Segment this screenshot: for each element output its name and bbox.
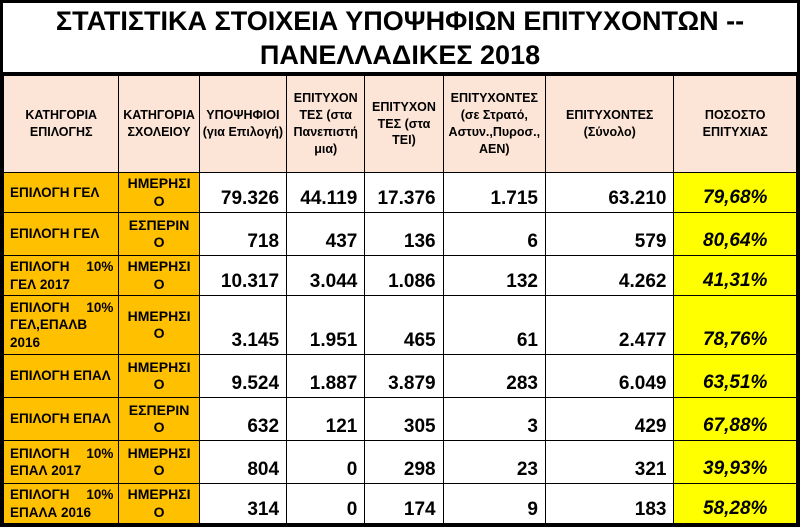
value-cell: 17.376 bbox=[364, 172, 444, 213]
value-cell: 3 bbox=[442, 397, 546, 442]
table-row: ΕΠΙΛΟΓΗ 10% ΓΕΛ,ΕΠΑΛΒ 2016 ΗΜΕΡΗΣΙΟ 3.14… bbox=[2, 295, 797, 356]
rate-cell: 41,31% bbox=[673, 254, 797, 297]
school-cell: ΗΜΕΡΗΣΙΟ bbox=[118, 483, 200, 525]
value-cell: 6.049 bbox=[544, 354, 675, 399]
rate-cell: 80,64% bbox=[673, 212, 797, 256]
school-cell: ΕΣΠΕΡΙΝΟ bbox=[118, 212, 200, 256]
value-cell: 437 bbox=[286, 212, 366, 256]
value-cell: 0 bbox=[286, 483, 366, 525]
category-cell: ΕΠΙΛΟΓΗ 10% ΕΠΑΛΑ 2016 bbox=[2, 483, 120, 525]
value-cell: 0 bbox=[286, 440, 366, 485]
value-cell: 321 bbox=[544, 440, 675, 485]
value-cell: 283 bbox=[442, 354, 546, 399]
value-cell: 718 bbox=[198, 212, 288, 256]
value-cell: 132 bbox=[442, 254, 546, 297]
value-cell: 298 bbox=[364, 440, 444, 485]
column-header-candidates: ΥΠΟΨΗΦΙΟΙ (για Επιλογή) bbox=[198, 75, 288, 173]
table-row: ΕΠΙΛΟΓΗ ΕΠΑΛ ΗΜΕΡΗΣΙΟ 9.524 1.887 3.879 … bbox=[2, 354, 797, 399]
value-cell: 579 bbox=[544, 212, 675, 256]
value-cell: 9.524 bbox=[198, 354, 288, 399]
value-cell: 3.044 bbox=[286, 254, 366, 297]
category-cell: ΕΠΙΛΟΓΗ ΓΕΛ bbox=[2, 212, 120, 256]
table-row: ΕΠΙΛΟΓΗ ΕΠΑΛ ΕΣΠΕΡΙΝΟ 632 121 305 3 429 … bbox=[2, 397, 797, 442]
value-cell: 121 bbox=[286, 397, 366, 442]
category-cell: ΕΠΙΛΟΓΗ ΓΕΛ bbox=[2, 172, 120, 213]
column-header-university: ΕΠΙΤΥΧΟΝΤΕΣ (στα Πανεπιστήμια) bbox=[286, 75, 366, 173]
rate-cell: 79,68% bbox=[673, 172, 797, 213]
value-cell: 23 bbox=[442, 440, 546, 485]
rate-cell: 67,88% bbox=[673, 397, 797, 442]
school-cell: ΕΣΠΕΡΙΝΟ bbox=[118, 397, 200, 442]
school-cell: ΗΜΕΡΗΣΙΟ bbox=[118, 440, 200, 485]
value-cell: 632 bbox=[198, 397, 288, 442]
value-cell: 79.326 bbox=[198, 172, 288, 213]
value-cell: 465 bbox=[364, 295, 444, 356]
value-cell: 183 bbox=[544, 483, 675, 525]
value-cell: 1.086 bbox=[364, 254, 444, 297]
value-cell: 314 bbox=[198, 483, 288, 525]
column-header-success-rate: ΠΟΣΟΣΤΟ ΕΠΙΤΥΧΙΑΣ bbox=[673, 75, 797, 173]
column-header-tei: ΕΠΙΤΥΧΟΝΤΕΣ (στα ΤΕΙ) bbox=[364, 75, 444, 173]
value-cell: 44.119 bbox=[286, 172, 366, 213]
school-cell: ΗΜΕΡΗΣΙΟ bbox=[118, 172, 200, 213]
table-row: ΕΠΙΛΟΓΗ ΓΕΛ ΗΜΕΡΗΣΙΟ 79.326 44.119 17.37… bbox=[2, 172, 797, 213]
rate-cell: 58,28% bbox=[673, 483, 797, 525]
value-cell: 1.887 bbox=[286, 354, 366, 399]
column-header-military: ΕΠΙΤΥΧΟΝΤΕΣ (σε Στρατό, Αστυν.,Πυροσ., Α… bbox=[442, 75, 546, 173]
value-cell: 4.262 bbox=[544, 254, 675, 297]
header-row: ΚΑΤΗΓΟΡΙΑ ΕΠΙΛΟΓΗΣ ΚΑΤΗΓΟΡΙΑ ΣΧΟΛΕΙΟΥ ΥΠ… bbox=[2, 75, 797, 173]
value-cell: 1.715 bbox=[442, 172, 546, 213]
school-cell: ΗΜΕΡΗΣΙΟ bbox=[118, 295, 200, 356]
value-cell: 429 bbox=[544, 397, 675, 442]
value-cell: 136 bbox=[364, 212, 444, 256]
value-cell: 2.477 bbox=[544, 295, 675, 356]
category-cell: ΕΠΙΛΟΓΗ ΕΠΑΛ bbox=[2, 354, 120, 399]
value-cell: 3.879 bbox=[364, 354, 444, 399]
rate-cell: 63,51% bbox=[673, 354, 797, 399]
column-header-total: ΕΠΙΤΥΧΟΝΤΕΣ (Σύνολο) bbox=[544, 75, 675, 173]
column-header-category: ΚΑΤΗΓΟΡΙΑ ΕΠΙΛΟΓΗΣ bbox=[2, 75, 120, 173]
rate-cell: 39,93% bbox=[673, 440, 797, 485]
school-cell: ΗΜΕΡΗΣΙΟ bbox=[118, 254, 200, 297]
table-row: ΕΠΙΛΟΓΗ 10% ΕΠΑΛΑ 2016 ΗΜΕΡΗΣΙΟ 314 0 17… bbox=[2, 483, 797, 525]
value-cell: 174 bbox=[364, 483, 444, 525]
category-cell: ΕΠΙΛΟΓΗ 10% ΕΠΑΛ 2017 bbox=[2, 440, 120, 485]
value-cell: 6 bbox=[442, 212, 546, 256]
rate-cell: 78,76% bbox=[673, 295, 797, 356]
category-cell: ΕΠΙΛΟΓΗ ΕΠΑΛ bbox=[2, 397, 120, 442]
stats-table: ΚΑΤΗΓΟΡΙΑ ΕΠΙΛΟΓΗΣ ΚΑΤΗΓΟΡΙΑ ΣΧΟΛΕΙΟΥ ΥΠ… bbox=[2, 75, 797, 525]
table-row: ΕΠΙΛΟΓΗ 10% ΕΠΑΛ 2017 ΗΜΕΡΗΣΙΟ 804 0 298… bbox=[2, 440, 797, 485]
category-cell: ΕΠΙΛΟΓΗ 10% ΓΕΛ,ΕΠΑΛΒ 2016 bbox=[2, 295, 120, 356]
page-title: ΣΤΑΤΙΣΤΙΚΑ ΣΤΟΙΧΕΙΑ ΥΠΟΨΗΦΙΩΝ ΕΠΙΤΥΧΟΝΤΩ… bbox=[3, 3, 797, 75]
value-cell: 10.317 bbox=[198, 254, 288, 297]
value-cell: 3.145 bbox=[198, 295, 288, 356]
value-cell: 9 bbox=[442, 483, 546, 525]
value-cell: 305 bbox=[364, 397, 444, 442]
value-cell: 1.951 bbox=[286, 295, 366, 356]
column-header-school: ΚΑΤΗΓΟΡΙΑ ΣΧΟΛΕΙΟΥ bbox=[118, 75, 200, 173]
value-cell: 804 bbox=[198, 440, 288, 485]
category-cell: ΕΠΙΛΟΓΗ 10% ΓΕΛ 2017 bbox=[2, 254, 120, 297]
value-cell: 63.210 bbox=[544, 172, 675, 213]
school-cell: ΗΜΕΡΗΣΙΟ bbox=[118, 354, 200, 399]
table-row: ΕΠΙΛΟΓΗ ΓΕΛ ΕΣΠΕΡΙΝΟ 718 437 136 6 579 8… bbox=[2, 212, 797, 256]
table-row: ΕΠΙΛΟΓΗ 10% ΓΕΛ 2017 ΗΜΕΡΗΣΙΟ 10.317 3.0… bbox=[2, 254, 797, 297]
value-cell: 61 bbox=[442, 295, 546, 356]
